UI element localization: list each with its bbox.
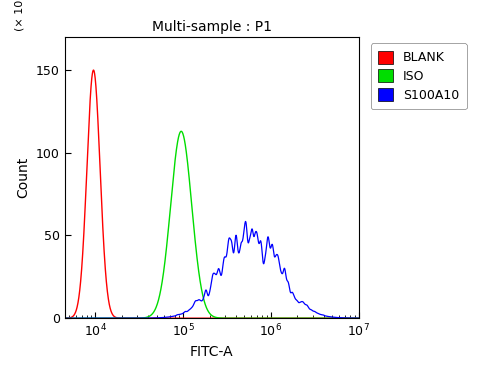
X-axis label: FITC-A: FITC-A	[190, 345, 234, 359]
Y-axis label: Count: Count	[16, 157, 30, 198]
Text: (× 10¹): (× 10¹)	[15, 0, 25, 31]
Legend: BLANK, ISO, S100A10: BLANK, ISO, S100A10	[371, 43, 467, 109]
Title: Multi-sample : P1: Multi-sample : P1	[152, 20, 271, 34]
